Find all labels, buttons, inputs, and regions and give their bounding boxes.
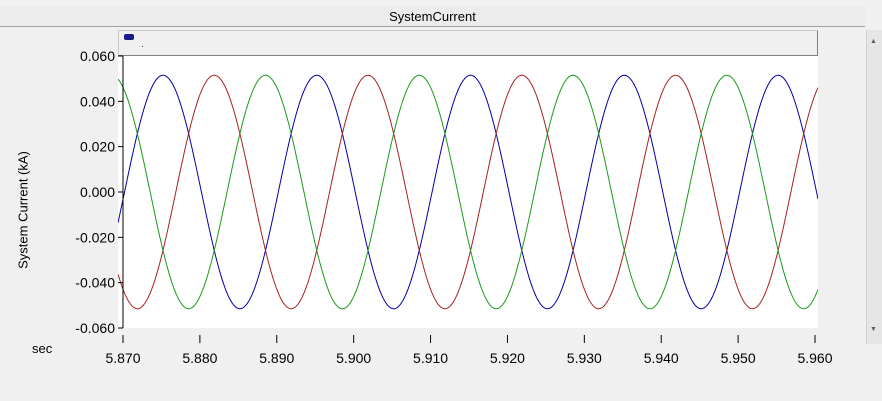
- x-axis-unit-label: sec: [32, 341, 53, 356]
- x-tick-label: 5.900: [336, 350, 371, 366]
- vertical-scrollbar[interactable]: ▲ ▼: [866, 30, 882, 344]
- y-axis-label: System Current (kA): [15, 151, 31, 269]
- x-tick-label: 5.870: [105, 350, 140, 366]
- series-line-1: [118, 74, 818, 310]
- y-tick-label: -0.020: [75, 229, 115, 245]
- legend-marker[interactable]: [124, 34, 134, 40]
- plot-area[interactable]: [118, 56, 818, 328]
- x-tick-label: 5.960: [797, 350, 832, 366]
- x-tick-label: 5.920: [490, 350, 525, 366]
- x-tick-label: 5.930: [567, 350, 602, 366]
- series-line-3: [118, 74, 818, 310]
- y-tick-label: -0.040: [75, 275, 115, 291]
- x-tick-label: 5.950: [721, 350, 756, 366]
- x-tick-label: 5.880: [182, 350, 217, 366]
- x-tick-label: 5.890: [259, 350, 294, 366]
- chart-title: SystemCurrent: [0, 6, 865, 27]
- y-tick-label: 0.060: [80, 48, 115, 64]
- y-tick-label: -0.060: [75, 320, 115, 336]
- x-tick-label: 5.910: [413, 350, 448, 366]
- series-line-2: [118, 74, 818, 310]
- legend-strip[interactable]: [118, 30, 818, 56]
- y-tick-label: 0.040: [80, 93, 115, 109]
- y-tick-label: 0.000: [80, 184, 115, 200]
- legend-dot: [142, 46, 143, 47]
- x-tick-label: 5.940: [644, 350, 679, 366]
- scroll-down-arrow-icon[interactable]: ▼: [870, 326, 877, 333]
- scroll-up-arrow-icon[interactable]: ▲: [870, 38, 877, 45]
- y-tick-label: 0.020: [80, 139, 115, 155]
